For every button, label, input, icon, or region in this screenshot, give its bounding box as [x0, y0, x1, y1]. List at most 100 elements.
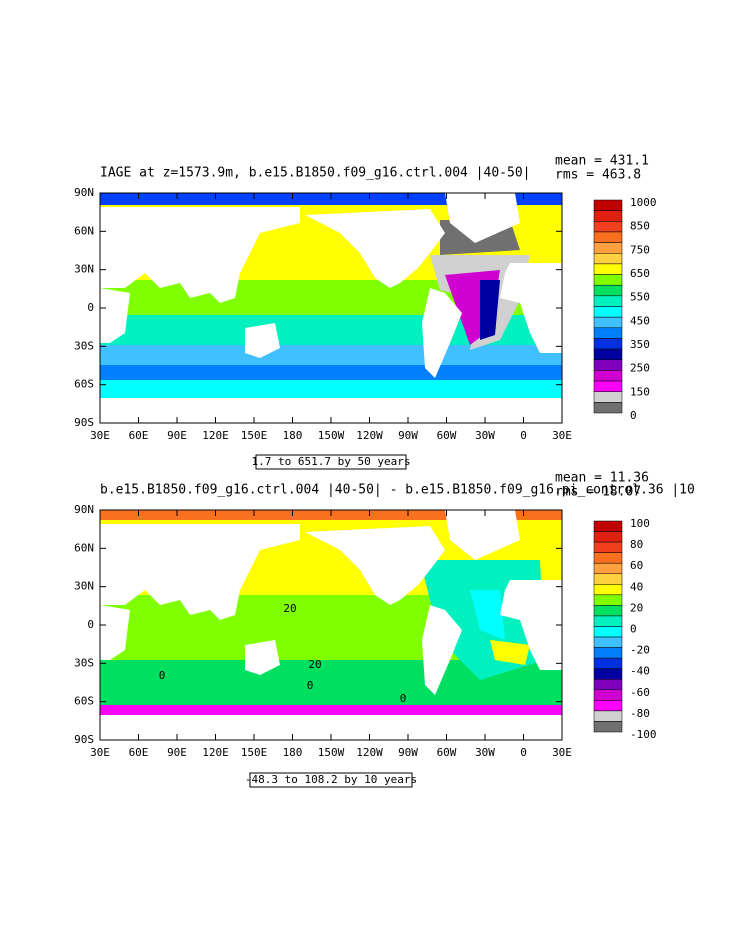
lon-label: 120W [356, 429, 383, 442]
lon-label: 120E [202, 746, 229, 759]
lon-label: 60E [129, 429, 149, 442]
lon-label: 150E [241, 429, 268, 442]
colorbar-label: -80 [630, 707, 650, 720]
stat: rms = 463.8 [555, 168, 641, 183]
colorbar-box [593, 605, 623, 617]
lat-label: 30N [74, 580, 94, 593]
colorbar-label: 100 [630, 517, 650, 530]
lat-label: 60S [74, 378, 94, 391]
lon-label: 180 [283, 429, 303, 442]
contour-label: 20 [283, 602, 296, 615]
lon-label: 150W [318, 746, 345, 759]
colorbar-label: -40 [630, 665, 650, 678]
info-box [249, 772, 413, 788]
colorbar-box [593, 327, 623, 339]
lon-label: 90W [398, 746, 418, 759]
colorbar-box [593, 370, 623, 382]
colorbar-label: 40 [630, 580, 643, 593]
colorbar-box [593, 721, 623, 733]
lon-label: 30W [475, 429, 495, 442]
lat-label: 60N [74, 541, 94, 554]
lat-label: 30N [74, 263, 94, 276]
lon-label: 30E [90, 429, 110, 442]
lat-label: 90N [74, 186, 94, 199]
colorbar-box [593, 594, 623, 606]
lon-label: 90W [398, 429, 418, 442]
colorbar-box [593, 520, 623, 532]
contour-info: 1.7 to 651.7 by 50 years [252, 455, 411, 468]
colorbar-label: 20 [630, 601, 643, 614]
contour-label: 20 [308, 658, 321, 671]
lon-label: 60W [437, 746, 457, 759]
colorbar-label: 250 [630, 362, 650, 375]
colorbar-box [593, 562, 623, 575]
lon-label: 30W [475, 746, 495, 759]
colorbar-label: 60 [630, 559, 643, 572]
lon-label: 150E [241, 746, 268, 759]
stat: rms = 18.07 [555, 485, 641, 500]
contour-label: 0 [400, 692, 407, 705]
map-fill [99, 192, 563, 424]
lon-label: 90E [167, 429, 187, 442]
colorbar-label: 550 [630, 291, 650, 304]
panel-title: IAGE at z=1573.9m, b.e15.B1850.f09_g16.c… [100, 166, 530, 181]
colorbar-box [593, 626, 623, 638]
lat-label: 0 [87, 618, 94, 631]
lon-label: 60W [437, 429, 457, 442]
colorbar-box [593, 679, 623, 691]
colorbar-box [593, 531, 623, 543]
colorbar-box [593, 199, 623, 211]
colorbar-box [593, 359, 623, 371]
lat-label: 90S [74, 733, 94, 746]
lon-label: 150W [318, 429, 345, 442]
colorbar-label: 650 [630, 267, 650, 280]
colorbar-box [593, 615, 623, 627]
contour-label: 0 [159, 669, 166, 682]
colorbar-label: 350 [630, 338, 650, 351]
lat-label: 90S [74, 416, 94, 429]
colorbar-label: 0 [630, 623, 637, 636]
lon-label: 30E [552, 429, 572, 442]
lon-label: 30E [552, 746, 572, 759]
colorbar-box [593, 657, 623, 669]
colorbar-box [593, 221, 623, 233]
colorbar-box [593, 636, 623, 648]
contour-info: -48.3 to 108.2 by 10 years [245, 773, 417, 786]
lon-label: 120E [202, 429, 229, 442]
colorbar-box [593, 380, 623, 392]
colorbar-label: 850 [630, 220, 650, 233]
colorbar-box [593, 710, 623, 722]
colorbar-box [593, 668, 623, 680]
lat-label: 60S [74, 695, 94, 708]
lat-label: 30S [74, 339, 94, 352]
lon-label: 180 [283, 746, 303, 759]
colorbar-box [593, 573, 623, 585]
colorbar-box [593, 338, 623, 350]
stat: mean = 11.36 [555, 471, 649, 486]
colorbar-box [593, 210, 623, 222]
stat: mean = 431.1 [555, 154, 649, 169]
colorbar-box [593, 253, 623, 265]
colorbar-label: 150 [630, 385, 650, 398]
colorbar-box [593, 348, 623, 361]
colorbar-box [593, 242, 623, 254]
colorbar-label: -20 [630, 644, 650, 657]
colorbar-box [593, 541, 623, 553]
colorbar-label: 450 [630, 314, 650, 327]
lon-label: 60E [129, 746, 149, 759]
lon-label: 30E [90, 746, 110, 759]
lat-label: 60N [74, 224, 94, 237]
colorbar-label: 0 [630, 409, 637, 422]
colorbar-box [593, 647, 623, 659]
colorbar-box [593, 391, 623, 403]
lon-label: 0 [520, 429, 527, 442]
lat-label: 30S [74, 656, 94, 669]
colorbar-label: 1000 [630, 196, 657, 209]
colorbar-box [593, 274, 623, 286]
lon-label: 90E [167, 746, 187, 759]
colorbar-box [593, 584, 623, 596]
colorbar-box [593, 295, 623, 307]
colorbar-label: -60 [630, 686, 650, 699]
panel-title: b.e15.B1850.f09_g16.ctrl.004 |40-50| - b… [100, 483, 695, 498]
